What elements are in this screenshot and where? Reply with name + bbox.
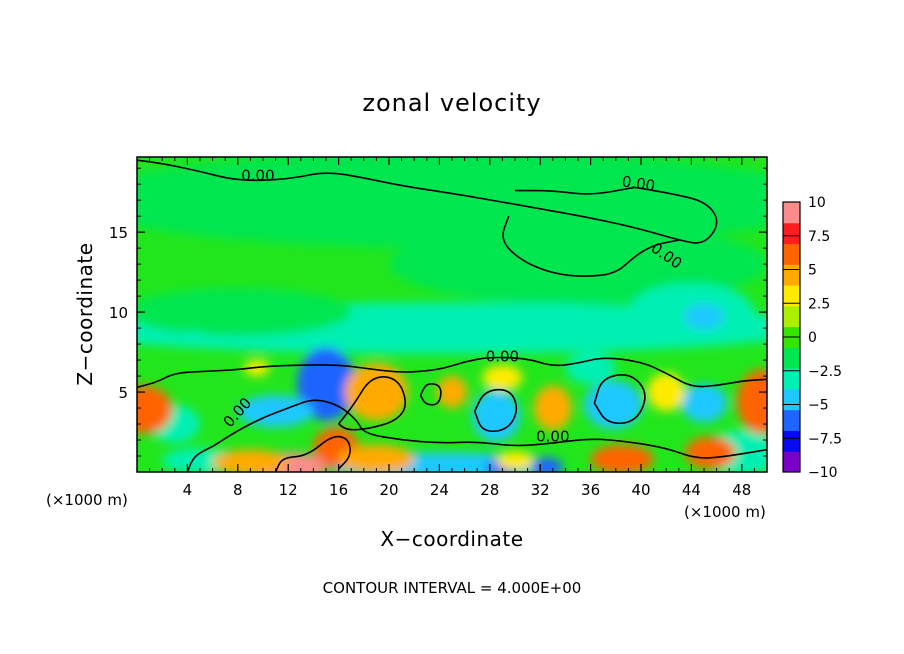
colorbar-swatch [783,305,800,328]
zero-contour-line [502,215,679,277]
colorbar-swatch [783,368,800,390]
velocity-field [137,157,767,472]
velocity-feature [137,157,767,249]
colorbar-swatch [783,285,800,307]
colorbar-swatch [783,451,800,473]
colorbar-swatch [783,264,800,286]
colorbar-swatch [783,347,800,369]
y-tick-label: 15 [109,224,128,242]
y-tick-label: 5 [118,384,128,402]
velocity-feature [496,451,534,471]
zero-contour-line [212,399,767,459]
colorbar-tick-label: −2.5 [808,364,842,380]
x-tick-label: 44 [682,481,701,499]
colorbar: 10 7.5 5 2.5 0 −2.5 −5 −7.5 −10 [782,195,842,481]
colorbar-swatch [783,409,800,431]
velocity-feature [584,380,643,429]
zero-contour-line [473,388,518,433]
x-tick-label: 48 [732,481,751,499]
x-tick-label: 8 [233,481,243,499]
zero-contour-line [514,186,635,195]
colorbar-tick-label: −5 [808,398,829,414]
colorbar-swatch [783,243,800,265]
colorbar-tick-label: −7.5 [808,431,842,447]
velocity-feature [137,385,173,434]
velocity-feature [237,395,314,428]
velocity-feature [182,331,208,348]
velocity-feature [338,444,415,472]
x-tick-label: 32 [531,481,550,499]
contour-label: 0.00 [536,427,569,445]
velocity-feature [647,372,686,412]
x-unit-label-left: (×1000 m) [46,491,128,509]
velocity-feature [681,384,727,423]
velocity-feature [472,390,521,442]
colorbar-swatch [783,202,800,224]
x-tick-label: 40 [631,481,650,499]
zero-contour-line [274,435,351,472]
contour-label: 0.00 [621,172,657,194]
x-tick-label: 4 [183,481,193,499]
velocity-feature [344,363,408,421]
colorbar-tick-label: 5 [808,263,817,279]
y-axis-label: Z−coordinate [73,242,97,385]
colorbar-tick-label: 7.5 [808,229,830,245]
x-axis-label: X−coordinate [380,527,523,551]
x-axis-ticks: 4 8 12 16 20 24 28 32 36 40 44 48 [149,157,755,499]
zero-contours [137,159,767,472]
velocity-feature [533,385,572,431]
x-tick-label: 20 [379,481,398,499]
velocity-feature [530,457,563,472]
velocity-feature [212,449,289,472]
velocity-feature [482,364,523,391]
x-tick-label: 28 [480,481,499,499]
velocity-feature [436,376,468,409]
zero-contour-line [337,376,407,431]
zero-contour-line [419,383,442,406]
velocity-feature [736,369,767,434]
contour-label: 0.00 [241,167,274,185]
x-tick-label: 16 [329,481,348,499]
colorbar-tick-label: −10 [808,465,838,481]
zero-contour-line [137,356,767,389]
y-tick-label: 10 [109,304,128,322]
velocity-feature [683,304,725,330]
zero-contour-line [137,159,718,244]
contour-interval-note: CONTOUR INTERVAL = 4.000E+00 [323,579,582,597]
velocity-feature [565,352,616,385]
velocity-feature [389,224,767,305]
velocity-feature [590,444,654,472]
colorbar-tick-label: 2.5 [808,296,830,312]
contour-label: 0.00 [486,347,519,365]
colorbar-tick-label: 10 [808,195,826,211]
colorbar-swatch [783,388,800,411]
y-axis-ticks: 5 10 15 [109,167,767,457]
colorbar-swatch [783,430,800,452]
x-unit-label-right: (×1000 m) [684,503,766,521]
velocity-feature [685,436,736,469]
x-tick-label: 24 [430,481,449,499]
velocity-feature [137,288,352,337]
x-tick-label: 12 [279,481,298,499]
x-tick-label: 36 [581,481,600,499]
colorbar-tick-label: 0 [808,330,817,346]
chart-title: zonal velocity [362,89,541,117]
zero-contour-line [593,374,646,425]
colorbar-swatch [783,222,800,245]
plot-area: 0.00 0.000.000.000.000.00 4 8 12 16 20 24 28 32 3… [109,156,768,499]
